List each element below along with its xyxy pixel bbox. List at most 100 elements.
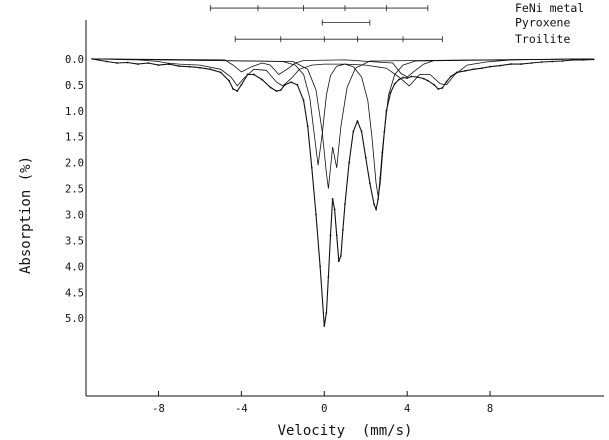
data-point [337,260,340,263]
data-point [373,203,375,206]
data-point [375,208,377,211]
series-component-small [92,58,594,78]
data-point [178,65,181,68]
component-label: FeNi metal [515,1,584,15]
data-point [472,68,475,71]
data-point [199,66,201,69]
data-point [464,69,467,72]
data-point [377,198,380,200]
data-point [339,255,342,257]
data-point [236,90,239,92]
y-axis-label: Absorption (%) [18,156,34,274]
component-lines: Mag Fe3 1Mag Fe3 2Mag Fe3 3OlivinePara F… [209,1,584,46]
data-point [228,79,230,82]
data-point [449,75,452,78]
data-point [333,208,336,211]
data-point [319,265,322,268]
data-point [327,275,330,278]
x-tick-label: 0 [321,403,327,415]
data-point [433,83,435,86]
data-point [397,78,400,81]
series-component-olivine [92,58,594,197]
data-point [136,63,139,65]
data-point [480,67,483,70]
data-point [561,60,564,62]
component-label: Pyroxene [515,16,570,30]
y-tick-label: 0.5 [65,80,84,92]
data-point [582,59,585,61]
data-point [410,75,413,78]
x-tick-label: 4 [404,403,410,415]
data-point [279,89,282,91]
axes: -8 -4 0 4 8 0.0 0.5 1.0 1.5 2.0 2.5 3.0 3.5 4.0 4.5 5.0 [65,20,604,415]
data-point [261,78,264,81]
data-point [209,68,212,71]
data-point [499,64,502,67]
y-tick-label: 4.5 [65,287,84,299]
y-tick-label: 5.0 [65,313,84,325]
data-point [329,234,332,237]
data-point [126,61,129,64]
data-point [302,99,305,102]
data-point [157,64,160,67]
series-component-mag-fe3 [92,58,594,87]
data-point [232,88,235,90]
data-point [252,73,255,76]
data-point [441,87,444,89]
data-point [445,80,448,83]
data-point [426,79,429,82]
y-tick-label: 3.5 [65,235,84,247]
data-point [147,62,150,64]
data-point [342,229,344,231]
data-point [540,61,543,63]
y-tick-label: 2.5 [65,184,84,196]
data-point [240,83,243,86]
data-point [530,62,533,64]
y-tick-label: 4.0 [65,261,84,273]
x-tick-label: -4 [235,403,248,415]
data-point [296,83,299,86]
y-tick-label: 1.5 [65,132,84,144]
data-point [406,77,409,79]
data-point [422,77,425,80]
data-point [269,86,272,89]
data-point [105,60,108,63]
data-point [393,82,396,85]
data-point [315,213,317,216]
data-point [325,312,328,314]
y-tick-label: 1.0 [65,106,84,118]
data-point [275,90,278,92]
data-point [335,234,338,237]
data-point [344,203,346,206]
data-point [188,65,191,68]
data-point [437,88,440,90]
y-tick-label: 0.0 [65,54,84,66]
data-point [356,120,359,123]
data-point [290,81,293,84]
y-tick-label: 3.0 [65,209,84,221]
x-tick-label: -8 [152,403,165,415]
data-point [167,63,170,65]
data-point [368,182,371,185]
series-component-para-fe3 [92,58,594,189]
data-point [509,63,512,65]
data-point [402,76,404,79]
data-point [310,166,313,169]
plot-area [91,57,595,327]
data-point [323,325,326,327]
data-point [551,60,554,63]
data-point [352,130,355,133]
data-point [219,71,222,74]
x-axis-label: Velocity (mm/s) [278,423,413,439]
data-point [360,130,363,133]
data-point [364,156,367,159]
data-point [520,63,523,65]
x-tick-label: 8 [487,403,493,415]
data-point [331,198,334,200]
data-point [489,65,491,68]
component-label: Troilite [515,32,570,46]
data-point [348,161,351,164]
data-point [389,91,392,94]
